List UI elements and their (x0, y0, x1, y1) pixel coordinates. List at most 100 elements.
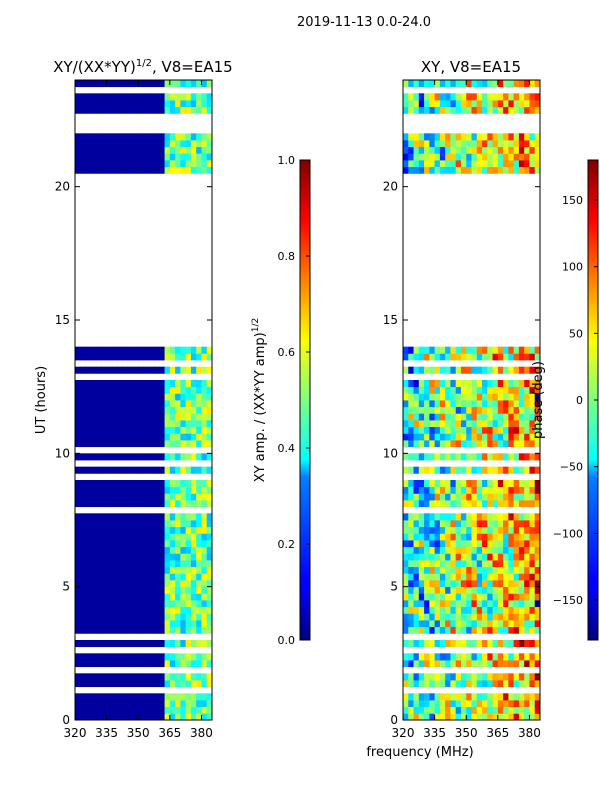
phase-cell (439, 586, 446, 594)
amplitude-cell (117, 486, 123, 494)
amplitude-cell (175, 613, 181, 621)
phase-cell (466, 653, 472, 661)
phase-cell (424, 600, 430, 608)
phase-cell (418, 520, 425, 528)
phase-cell (471, 140, 478, 148)
phase-cell (492, 466, 499, 474)
phase-cell (471, 533, 478, 541)
phase-cell (403, 626, 409, 634)
amplitude-cell (122, 493, 129, 501)
amplitude-cell (164, 146, 171, 154)
amplitude-cell (122, 533, 129, 541)
amplitude-cell (164, 466, 171, 474)
amplitude-cell (117, 706, 123, 714)
amplitude-cell (201, 600, 208, 608)
phase-cell (413, 380, 420, 388)
phase-cell (403, 146, 409, 154)
phase-cell (429, 713, 436, 720)
amplitude-cell (132, 133, 139, 141)
amplitude-cell (90, 93, 97, 101)
amplitude-cell (148, 453, 155, 461)
amplitude-cell (175, 693, 181, 701)
amplitude-colorbar-tick-label: 0.4 (278, 442, 296, 455)
amplitude-cell (201, 513, 208, 521)
phase-cell (529, 453, 536, 461)
phase-cell (424, 513, 430, 521)
amplitude-cell (148, 166, 155, 174)
phase-cell (434, 660, 441, 668)
phase-cell (439, 500, 446, 508)
phase-cell (460, 100, 467, 108)
phase-cell (471, 366, 478, 374)
phase-cell (445, 413, 451, 421)
phase-cell (534, 100, 540, 108)
amplitude-cell (132, 586, 139, 594)
phase-cell (408, 166, 414, 174)
phase-cell (513, 706, 520, 714)
amplitude-cell (138, 93, 144, 101)
amplitude-cell (80, 160, 86, 168)
amplitude-cell (80, 166, 86, 174)
amplitude-cell (201, 400, 208, 408)
amplitude-cell (80, 706, 86, 714)
amplitude-cell (159, 386, 165, 394)
phase-cell (460, 560, 467, 568)
phase-cell (529, 406, 536, 414)
amplitude-cell (196, 606, 202, 614)
amplitude-cell (80, 346, 86, 354)
phase-cell (466, 706, 472, 714)
amplitude-cell (180, 553, 187, 561)
phase-cell (424, 486, 430, 494)
amplitude-cell (201, 553, 208, 561)
amplitude-cell (122, 353, 129, 361)
phase-cell (424, 480, 430, 488)
amplitude-cell (132, 413, 139, 421)
amplitude-cell (106, 680, 113, 688)
phase-cell (482, 146, 488, 154)
amplitude-cell (180, 140, 187, 148)
amplitude-cell (127, 413, 134, 421)
amplitude-cell (201, 700, 208, 708)
amplitude-cell (117, 580, 123, 588)
amplitude-cell (159, 466, 165, 474)
phase-cell (413, 613, 420, 621)
phase-cell (518, 353, 525, 361)
phase-cell (460, 420, 467, 428)
phase-cell (455, 346, 462, 354)
amplitude-cell (196, 693, 202, 701)
phase-cell (518, 413, 525, 421)
amplitude-cell (185, 566, 192, 574)
phase-cell (497, 566, 504, 574)
phase-cell (424, 413, 430, 421)
amplitude-cell (206, 546, 212, 554)
phase-cell (476, 166, 483, 174)
amplitude-cell (190, 613, 197, 621)
amplitude-cell (111, 613, 118, 621)
phase-cell (408, 513, 414, 521)
phase-cell (503, 406, 509, 414)
amplitude-cell (85, 640, 92, 648)
amplitude-cell (190, 453, 197, 461)
amplitude-cell (132, 486, 139, 494)
phase-cell (408, 413, 414, 421)
phase-cell (403, 160, 409, 168)
amplitude-cell (154, 653, 160, 661)
phase-cell (482, 620, 488, 628)
phase-cell (508, 520, 515, 528)
amplitude-cell (201, 593, 208, 601)
amplitude-cell (175, 400, 181, 408)
amplitude-cell (159, 493, 165, 501)
amplitude-cell (106, 106, 113, 114)
phase-cell (418, 393, 425, 401)
phase-cell (503, 600, 509, 608)
amplitude-cell (80, 693, 86, 701)
amplitude-cell (90, 640, 97, 648)
amplitude-cell (143, 640, 150, 648)
amplitude-cell (106, 366, 113, 374)
amplitude-cell (196, 106, 202, 114)
amplitude-cell (127, 680, 134, 688)
phase-cell (492, 533, 499, 541)
amplitude-cell (85, 706, 92, 714)
amplitude-cell (106, 640, 113, 648)
amplitude-cell (75, 613, 81, 621)
